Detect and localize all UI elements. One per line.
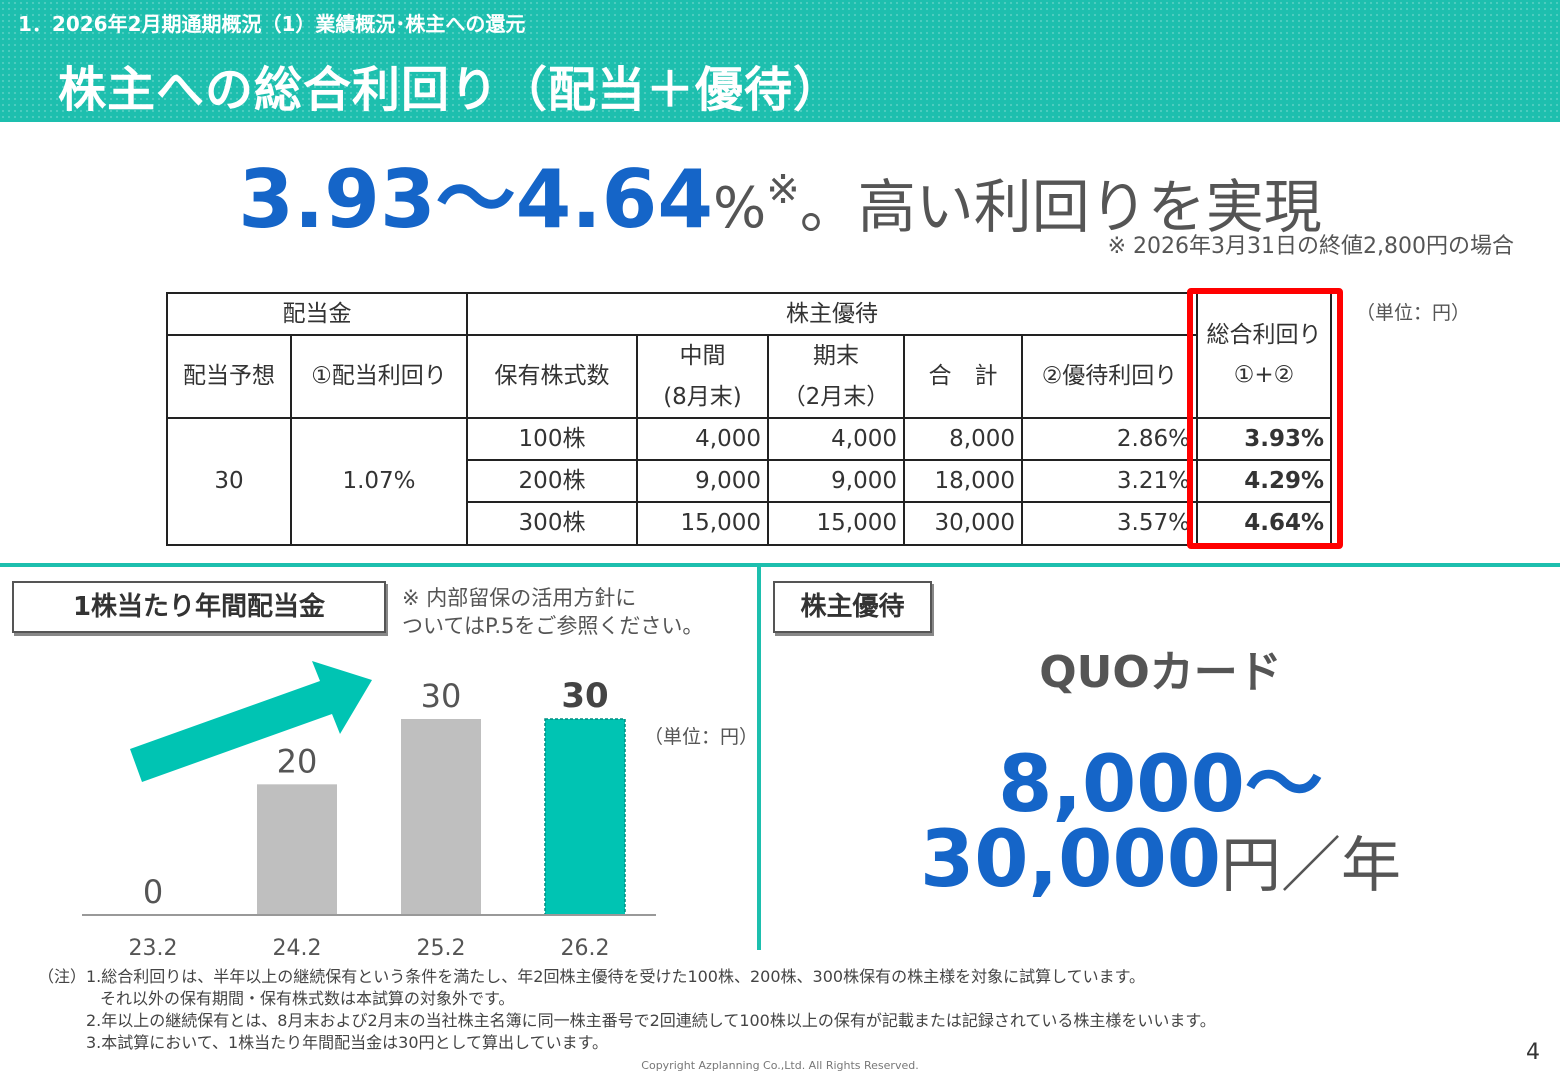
data-label-23.2: 0 (143, 873, 163, 911)
total-yield-formula: ①+② (1233, 362, 1295, 389)
tick-label-24.2: 24.2 (273, 936, 322, 960)
header-dividend-yield: ①配当利回り (290, 334, 468, 419)
cell-total-yield: 3.93% (1196, 416, 1332, 462)
section-divider-vertical (757, 567, 761, 950)
benefit-item: QUOカード (1039, 647, 1282, 698)
dividend-bar-chart: 0 20 30 30 23.2 24.2 25.2 26.2 (82, 661, 656, 960)
header-interim-l2: (8月末) (663, 383, 742, 410)
footnote-2: 2.年以上の継続保有とは、8月末および2月末の当社株主名簿に同一株主番号で2回連… (86, 1011, 1216, 1030)
cell-shares: 200株 (466, 458, 638, 504)
cell-interim: 15,000 (636, 501, 769, 546)
footnote-3: 3.本試算において、1株当たり年間配当金は30円として算出しています。 (86, 1033, 608, 1052)
cell-benefit-yield: 3.57% (1021, 501, 1198, 546)
section-heading: 1．2026年2月期通期概況（1）業績概況･株主への還元 (18, 12, 526, 36)
cell-total-yield: 4.29% (1196, 458, 1332, 504)
data-label-25.2: 30 (421, 677, 462, 715)
headline-text: 。高い利回りを実現 (799, 173, 1322, 241)
tick-label-25.2: 25.2 (417, 936, 466, 960)
header-interim-l1: 中間 (679, 343, 726, 370)
footnote-1: （注）1.総合利回りは、半年以上の継続保有という条件を満たし、年2回株主優待を受… (38, 967, 1145, 986)
chart-unit-label: （単位：円） (644, 726, 759, 748)
total-yield-highlight-box (1187, 288, 1343, 549)
bar-25.2 (401, 719, 481, 915)
page-number: 4 (1526, 1040, 1540, 1065)
cell-forecast: 30 (166, 416, 292, 546)
header-shares: 保有株式数 (466, 334, 638, 419)
group-header-benefit: 株主優待 (466, 291, 1198, 337)
header-yearend-l2: （2月末） (782, 383, 890, 410)
bar-26.2 (544, 718, 626, 916)
bar-24.2 (257, 784, 337, 915)
benefit-amount-unit: 円／年 (1221, 831, 1401, 901)
data-label-26.2: 30 (561, 676, 608, 716)
headline-note-mark: ※ (766, 167, 800, 213)
header-yearend: 期末 （2月末） (767, 334, 905, 419)
closing-price-note: ※ 2026年3月31日の終値2,800円の場合 (1107, 234, 1514, 259)
benefit-amount-to: 30,000 (920, 815, 1221, 905)
cell-total-yield: 4.64% (1196, 501, 1332, 546)
table-row: 300株 15,000 15,000 30,000 3.57% 4.64% (167, 501, 1332, 546)
cell-benefit-yield: 3.21% (1021, 458, 1198, 504)
benefit-amount-from: 8,000～ (998, 740, 1323, 830)
footnote-1-cont: それ以外の保有期間・保有株式数は本試算の対象外です。 (100, 989, 515, 1008)
headline-percent: % (713, 176, 767, 241)
dividend-section-label: 1株当たり年間配当金 (12, 581, 386, 633)
benefit-section-label: 株主優待 (773, 581, 932, 633)
yield-table: 配当金 株主優待 総合利回り ①+② 配当予想 ①配当利回り 保有株式数 中間 … (166, 291, 1332, 546)
cell-shares: 100株 (466, 416, 638, 462)
table-row: 200株 9,000 9,000 18,000 3.21% 4.29% (167, 458, 1332, 504)
cell-shares: 300株 (466, 501, 638, 546)
cell-interim: 4,000 (636, 416, 769, 462)
data-label-24.2: 20 (277, 742, 318, 780)
headline: 3.93～4.64%※。高い利回りを実現 (0, 135, 1560, 251)
page-title: 株主への総合利回り（配当＋優待） (58, 62, 843, 118)
group-header-dividend: 配当金 (166, 291, 468, 337)
cell-yearend: 4,000 (767, 416, 905, 462)
cell-interim: 9,000 (636, 458, 769, 504)
copyright: Copyright Azplanning Co.,Ltd. All Rights… (641, 1059, 919, 1072)
tick-label-23.2: 23.2 (129, 936, 178, 960)
cell-dividend-yield: 1.07% (290, 416, 468, 546)
cell-yearend: 15,000 (767, 501, 905, 546)
headline-yield-range: 3.93～4.64 (238, 153, 713, 246)
dividend-policy-note: ※ 内部留保の活用方針に ついてはP.5をご参照ください。 (402, 584, 703, 640)
header-forecast: 配当予想 (166, 334, 292, 419)
header-total: 合 計 (903, 334, 1023, 419)
header-yearend-l1: 期末 (813, 343, 859, 370)
header-benefit-yield: ②優待利回り (1021, 334, 1198, 419)
growth-arrow-icon (130, 661, 372, 782)
header-total-yield: 総合利回り ①+② (1196, 292, 1332, 419)
dividend-policy-note-l2: ついてはP.5をご参照ください。 (402, 614, 704, 638)
cell-benefit-yield: 2.86% (1021, 416, 1198, 462)
header-banner: 1．2026年2月期通期概況（1）業績概況･株主への還元 株主への総合利回り（配… (0, 0, 1560, 122)
section-divider-horizontal (0, 563, 1560, 567)
cell-total: 8,000 (903, 416, 1023, 462)
header-interim: 中間 (8月末) (636, 334, 769, 419)
benefit-amount-to-line: 30,000円／年 (761, 815, 1560, 905)
cell-yearend: 9,000 (767, 458, 905, 504)
tick-label-26.2: 26.2 (561, 936, 610, 960)
dividend-policy-note-l1: ※ 内部留保の活用方針に (402, 586, 637, 610)
table-row: 30 1.07% 100株 4,000 4,000 8,000 2.86% 3.… (166, 416, 1332, 546)
cell-total: 18,000 (903, 458, 1023, 504)
cell-total: 30,000 (903, 501, 1023, 546)
total-yield-label: 総合利回り (1206, 322, 1322, 349)
table-unit-label: （単位：円） (1356, 302, 1471, 324)
footnotes: （注）1.総合利回りは、半年以上の継続保有という条件を満たし、年2回株主優待を受… (38, 966, 1216, 1054)
